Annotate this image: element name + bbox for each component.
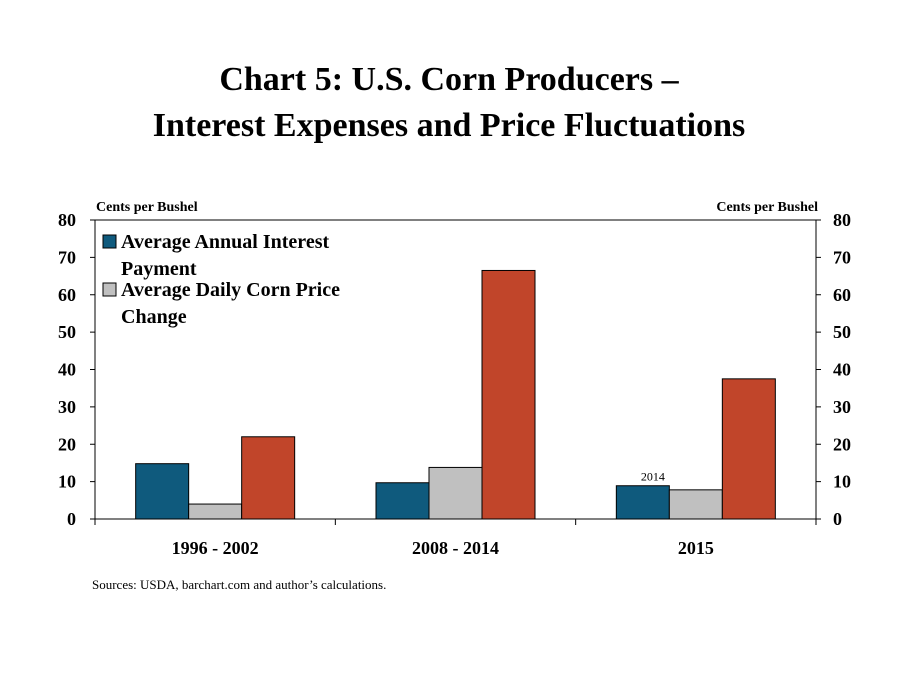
chart-title-line2: Interest Expenses and Price Fluctuations bbox=[152, 107, 746, 144]
source-note: Sources: USDA, barchart.com and author’s… bbox=[92, 577, 387, 592]
bar-3-1 bbox=[241, 436, 296, 520]
left-axis-unit: Cents per Bushel bbox=[96, 200, 198, 215]
bar-2-3 bbox=[668, 489, 723, 520]
annotation-1: 2014 bbox=[641, 470, 665, 484]
bar-1-1 bbox=[135, 463, 190, 520]
right-tick-label-5: 40 bbox=[833, 360, 851, 380]
right-tick-label-4: 30 bbox=[833, 397, 851, 417]
legend-label-1: Average Annual Interest Payment bbox=[121, 231, 329, 280]
left-tick-label-1: 0 bbox=[67, 509, 76, 529]
left-tick-label-4: 30 bbox=[58, 397, 76, 417]
bar-1-2 bbox=[375, 482, 430, 520]
right-tick-label-2: 10 bbox=[833, 472, 851, 492]
bar-3-2 bbox=[481, 269, 536, 520]
legend-swatch-2 bbox=[102, 282, 117, 297]
x-tick-label-2: 2008 - 2014 bbox=[412, 538, 499, 558]
left-tick-label-6: 50 bbox=[58, 322, 76, 342]
left-tick-label-3: 20 bbox=[58, 434, 76, 454]
right-tick-label-6: 50 bbox=[833, 322, 851, 342]
right-tick-label-7: 60 bbox=[833, 285, 851, 305]
bar-1-3 bbox=[615, 485, 670, 520]
legend-swatch-1 bbox=[102, 234, 117, 249]
right-axis-unit: Cents per Bushel bbox=[716, 200, 818, 215]
chart-title-line1: Chart 5: U.S. Corn Producers – bbox=[219, 61, 679, 98]
left-tick-label-7: 60 bbox=[58, 285, 76, 305]
left-tick-label-8: 70 bbox=[58, 247, 76, 267]
legend-label-2: Average Daily Corn Price Change bbox=[121, 279, 340, 328]
right-tick-label-3: 20 bbox=[833, 434, 851, 454]
bar-2-2 bbox=[428, 466, 483, 520]
bar-3-3 bbox=[721, 378, 776, 520]
x-tick-label-3: 2015 bbox=[678, 538, 714, 558]
right-tick-label-8: 70 bbox=[833, 247, 851, 267]
right-tick-label-9: 80 bbox=[833, 210, 851, 230]
x-tick-label-1: 1996 - 2002 bbox=[172, 538, 259, 558]
left-tick-label-9: 80 bbox=[58, 210, 76, 230]
right-tick-label-1: 0 bbox=[833, 509, 842, 529]
bar-2-1 bbox=[188, 503, 243, 520]
left-tick-label-2: 10 bbox=[58, 472, 76, 492]
left-tick-label-5: 40 bbox=[58, 360, 76, 380]
